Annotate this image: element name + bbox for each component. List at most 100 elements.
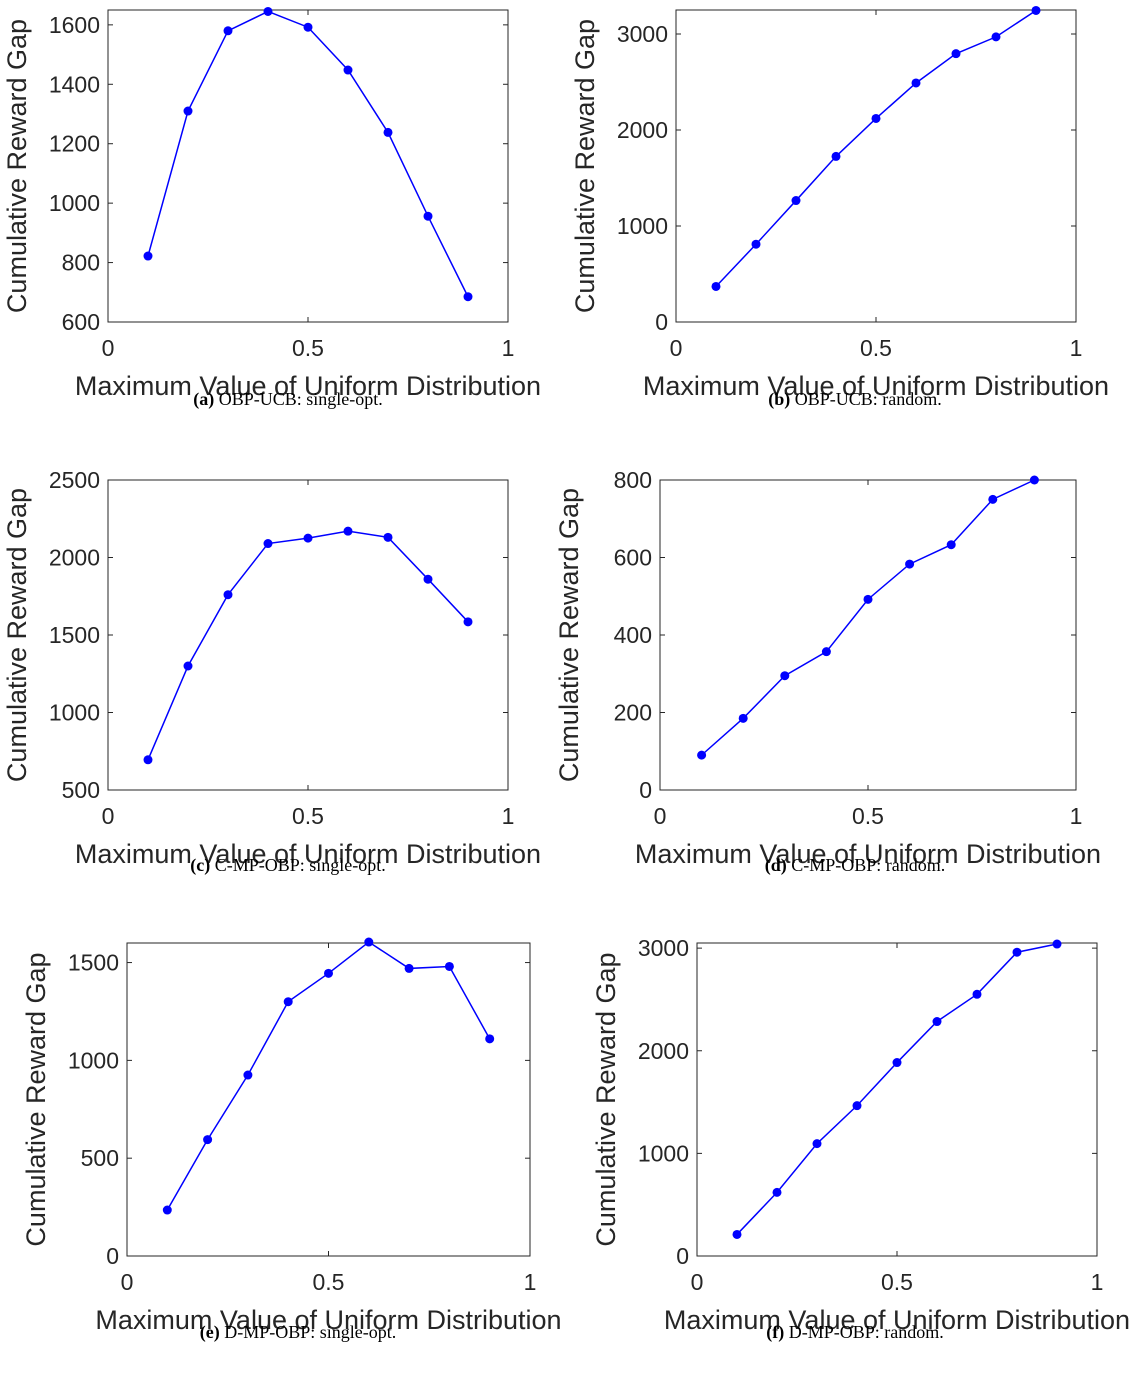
panel-b-y-tick-label: 3000 (617, 21, 668, 47)
panel-b-y-tick-label: 2000 (617, 117, 668, 143)
panel-b-caption-label: (b) (768, 389, 790, 410)
panel-c-y-tick-label: 1000 (49, 700, 100, 726)
panel-b-y-tick-label: 1000 (617, 213, 668, 239)
panel-f-data-point (1052, 939, 1062, 949)
panel-c-axes-box (107, 479, 509, 791)
panel-e-caption-label: (e) (200, 1322, 220, 1343)
panel-a-y-tick-label: 1400 (49, 71, 100, 97)
panel-a-data-point (463, 292, 473, 302)
panel-a-caption: (a) OBP-UCB: single-opt. (193, 389, 383, 410)
panel-b-caption: (b) OBP-UCB: random. (768, 389, 942, 410)
panel-f: 0 0.5 1 0 1000 2000 3000 Maximum Value of Unifo… (591, 935, 1130, 1343)
panel-f-data-point (932, 1017, 942, 1027)
panel-e-y-axis-label: Cumulative Reward Gap (21, 952, 51, 1246)
panel-e-data-point (364, 937, 374, 947)
panel-a-y-axis-label: Cumulative Reward Gap (2, 19, 32, 313)
panel-d-data-point (697, 750, 707, 760)
panel-f-data-point (852, 1101, 862, 1111)
panel-f-caption: (f) D-MP-OBP: random. (766, 1322, 944, 1343)
panel-a-data-point (143, 251, 153, 261)
panel-e-data-point (444, 961, 454, 971)
panel-d-data-point (1029, 475, 1039, 485)
panel-a-y-tick-label: 600 (62, 309, 100, 335)
panel-e-x-tick-label: 0.5 (313, 1269, 345, 1295)
panel-d-y-tick-label: 200 (614, 700, 652, 726)
panel-d: 0 0.5 1 0 200 400 600 800 Maximum Value of Unifo… (554, 467, 1101, 876)
panel-d-axes-box (659, 479, 1077, 791)
panel-b-y-tick-label: 0 (655, 309, 668, 335)
panel-f-caption-label: (f) (766, 1322, 784, 1343)
panel-d-x-tick-label: 0 (654, 803, 667, 829)
panel-a-x-tick-label: 1 (502, 335, 515, 361)
panel-a-y-tick-label: 1000 (49, 190, 100, 216)
panel-f-y-tick-label: 0 (676, 1243, 689, 1269)
panel-a-caption-label: (a) (193, 389, 214, 410)
panel-d-data-point (738, 713, 748, 723)
panel-f-y-axis-label: Cumulative Reward Gap (591, 952, 621, 1246)
panel-f-y-tick-label: 3000 (638, 935, 689, 961)
panel-d-data-point (780, 671, 790, 681)
panel-a-y-tick-label: 1200 (49, 131, 100, 157)
panel-f-data-point (732, 1229, 742, 1239)
panel-c-x-tick-label: 0 (102, 803, 115, 829)
panel-d-x-axis-label: Maximum Value of Uniform Distribution (635, 839, 1101, 869)
panel-e-x-tick-label: 0 (121, 1269, 134, 1295)
panel-a-data-point (223, 26, 233, 36)
panel-e-data-point (324, 968, 333, 978)
panel-e-caption: (e) D-MP-OBP: single-opt. (200, 1322, 397, 1343)
panel-e-x-tick-label: 1 (524, 1269, 537, 1295)
panel-d-caption-text: C-MP-OBP: random. (791, 855, 945, 875)
panel-d-data-point (905, 559, 915, 569)
panel-a-data-point (343, 65, 353, 75)
panel-c-y-tick-label: 1500 (49, 622, 100, 648)
panel-f-data-point (772, 1187, 782, 1197)
panel-b-x-axis-label: Maximum Value of Uniform Distribution (643, 371, 1109, 401)
panel-a-axes-box (107, 9, 509, 323)
panel-e: 0 0.5 1 0 500 1000 1500 Maximum Value of Unifor… (21, 937, 562, 1343)
panel-c-y-tick-label: 2000 (49, 545, 100, 571)
panel-b-axes-box (675, 9, 1077, 323)
panel-d-series-line (701, 479, 1035, 756)
panel-a-x-axis-label: Maximum Value of Uniform Distribution (75, 371, 541, 401)
panel-b-data-point (871, 113, 881, 123)
panel-c-y-tick-label: 500 (62, 777, 100, 803)
panel-f-axes-box (696, 942, 1098, 1257)
panel-b-data-point (1031, 5, 1041, 15)
panel-b-data-point (991, 32, 1001, 42)
panel-c-data-point (383, 532, 393, 542)
panel-a-y-tick-label: 1600 (49, 12, 100, 38)
panel-b-caption-text: OBP-UCB: random. (795, 389, 942, 409)
panel-c-data-point (343, 526, 353, 536)
panel-d-data-point (863, 594, 873, 604)
panel-e-data-point (283, 997, 293, 1007)
panel-b-x-tick-label: 0.5 (860, 335, 892, 361)
panel-a-data-point (183, 106, 193, 116)
panel-a-x-tick-label: 0.5 (292, 335, 324, 361)
panel-b-data-point (751, 239, 761, 249)
panel-c-x-tick-label: 1 (502, 803, 515, 829)
panel-e-y-tick-label: 500 (81, 1145, 119, 1171)
panel-c-x-axis-label: Maximum Value of Uniform Distribution (75, 839, 541, 869)
panel-d-caption: (d) C-MP-OBP: random. (765, 855, 946, 876)
panel-c-x-tick-label: 0.5 (292, 803, 324, 829)
panel-c-series-line (147, 530, 469, 761)
panel-a-data-point (423, 211, 433, 221)
panel-a-caption-text: OBP-UCB: single-opt. (219, 389, 383, 409)
panel-d-y-axis-label: Cumulative Reward Gap (554, 488, 584, 782)
panel-d-caption-label: (d) (765, 855, 787, 876)
panel-a-data-point (303, 22, 313, 32)
panel-c-y-tick-label: 2500 (49, 467, 100, 493)
panel-b-x-tick-label: 1 (1070, 335, 1083, 361)
panel-c-caption: (c) C-MP-OBP: single-opt. (190, 855, 386, 876)
panel-d-data-point (988, 494, 998, 504)
panel-e-series-line (166, 941, 491, 1211)
panel-c-data-point (183, 661, 193, 671)
panel-d-y-tick-label: 800 (614, 467, 652, 493)
panel-b-y-axis-label: Cumulative Reward Gap (570, 19, 600, 313)
panel-b-series-line (715, 9, 1037, 287)
panel-f-data-point (1012, 947, 1022, 957)
panel-f-x-tick-label: 0.5 (881, 1269, 913, 1295)
panel-e-data-point (485, 1034, 495, 1044)
